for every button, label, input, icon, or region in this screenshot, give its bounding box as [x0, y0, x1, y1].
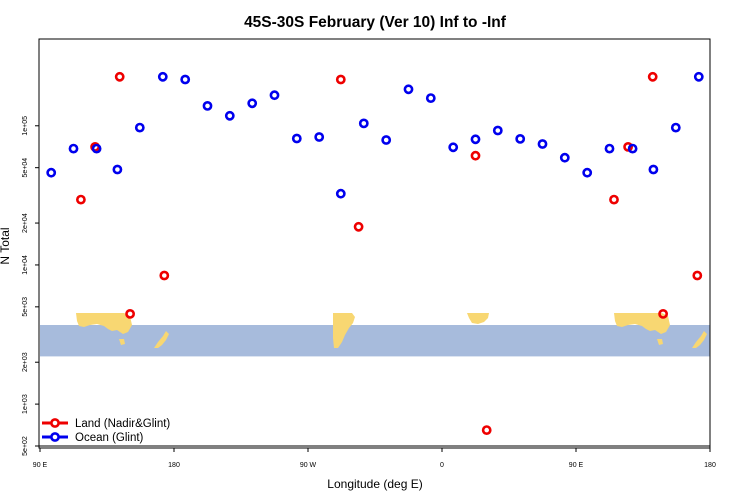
x-tick-label-5: 180	[704, 462, 716, 469]
ocean-point-18	[448, 142, 459, 153]
land-point-12	[658, 308, 668, 319]
legend: Land (Nadir&Glint) Ocean (Glint)	[42, 418, 170, 444]
y-tick-label-2: 2e+03	[22, 352, 29, 372]
ocean-point-29	[693, 71, 704, 82]
land-point-7	[470, 150, 481, 161]
africa-landmass	[467, 313, 489, 324]
y-tick-label-6: 5e+04	[22, 158, 29, 178]
legend-item-land: Land (Nadir&Glint)	[42, 418, 170, 430]
new-zealand-landmass-left	[154, 331, 169, 348]
ocean-point-22	[537, 139, 548, 149]
x-tick-label-2: 90 W	[300, 462, 317, 469]
australia-landmass-right	[614, 313, 670, 345]
ocean-point-14	[358, 118, 369, 129]
y-axis-title: N Total	[0, 227, 12, 264]
y-tick-label-7: 1e+05	[22, 116, 29, 136]
australia-landmass-left	[76, 313, 132, 345]
y-tick-label-3: 5e+03	[22, 297, 29, 317]
ocean-point-23	[559, 152, 570, 163]
y-tick-label-4: 1e+04	[22, 255, 29, 275]
ocean-point-16	[403, 84, 414, 95]
ocean-point-2	[91, 143, 102, 154]
ocean-point-17	[425, 93, 436, 103]
ocean-point-15	[381, 135, 392, 145]
land-point-3	[125, 308, 136, 319]
land-point-4	[159, 270, 170, 281]
ocean-background	[40, 325, 710, 357]
x-tick-label-1: 180	[168, 462, 180, 469]
new-zealand-landmass-right	[692, 331, 707, 348]
data-points	[46, 71, 704, 435]
x-tick-label-4: 90 E	[569, 462, 584, 469]
ocean-point-12	[314, 132, 325, 142]
world-map-strip	[40, 313, 710, 357]
y-axis: 5e+02 1e+03 2e+03 5e+03 1e+04 2e+04 5e+04 1e+05	[22, 116, 39, 456]
land-point-5	[335, 74, 346, 85]
plot-frame	[38, 38, 711, 449]
x-tick-label-0: 90 E	[33, 462, 48, 469]
ocean-point-26	[627, 143, 638, 154]
legend-ocean-label: Ocean (Glint)	[75, 432, 144, 444]
ocean-point-1	[68, 143, 79, 154]
ocean-point-8	[224, 110, 235, 121]
ocean-point-13	[335, 188, 346, 199]
y-tick-label-5: 2e+04	[22, 213, 29, 233]
x-axis-title: Longitude (deg E)	[327, 477, 422, 491]
ocean-point-11	[291, 133, 302, 144]
ocean-point-20	[492, 125, 503, 136]
chart-title: 45S-30S February (Ver 10) Inf to -Inf	[244, 14, 507, 31]
south-america-landmass	[333, 313, 355, 348]
x-axis: 90 E 180 90 W 0 90 E 180	[33, 448, 716, 469]
ocean-point-19	[470, 134, 481, 145]
legend-item-ocean: Ocean (Glint)	[42, 432, 144, 444]
ocean-point-10	[269, 90, 280, 101]
ocean-point-3	[112, 164, 123, 175]
ocean-point-9	[247, 98, 258, 109]
land-point-0	[76, 194, 86, 205]
land-point-11	[647, 71, 658, 82]
legend-land-marker	[50, 418, 60, 428]
land-point-9	[609, 194, 619, 205]
ocean-point-25	[604, 143, 615, 154]
ocean-point-6	[180, 74, 191, 85]
x-tick-label-3: 0	[440, 462, 444, 469]
legend-ocean-marker	[50, 432, 60, 442]
y-tick-label-1: 1e+03	[22, 394, 29, 414]
ocean-point-21	[515, 133, 526, 144]
y-tick-label-0: 5e+02	[22, 436, 29, 456]
ocean-point-7	[202, 101, 213, 111]
land-point-6	[353, 221, 364, 232]
land-point-8	[481, 425, 492, 435]
ocean-point-5	[157, 71, 168, 82]
ocean-point-27	[648, 164, 659, 175]
legend-land-label: Land (Nadir&Glint)	[75, 418, 170, 430]
ocean-point-24	[582, 167, 593, 178]
ocean-point-28	[670, 122, 681, 133]
ocean-point-0	[46, 167, 57, 178]
ocean-point-4	[134, 122, 145, 133]
land-point-2	[114, 71, 125, 82]
land-point-13	[692, 270, 703, 281]
